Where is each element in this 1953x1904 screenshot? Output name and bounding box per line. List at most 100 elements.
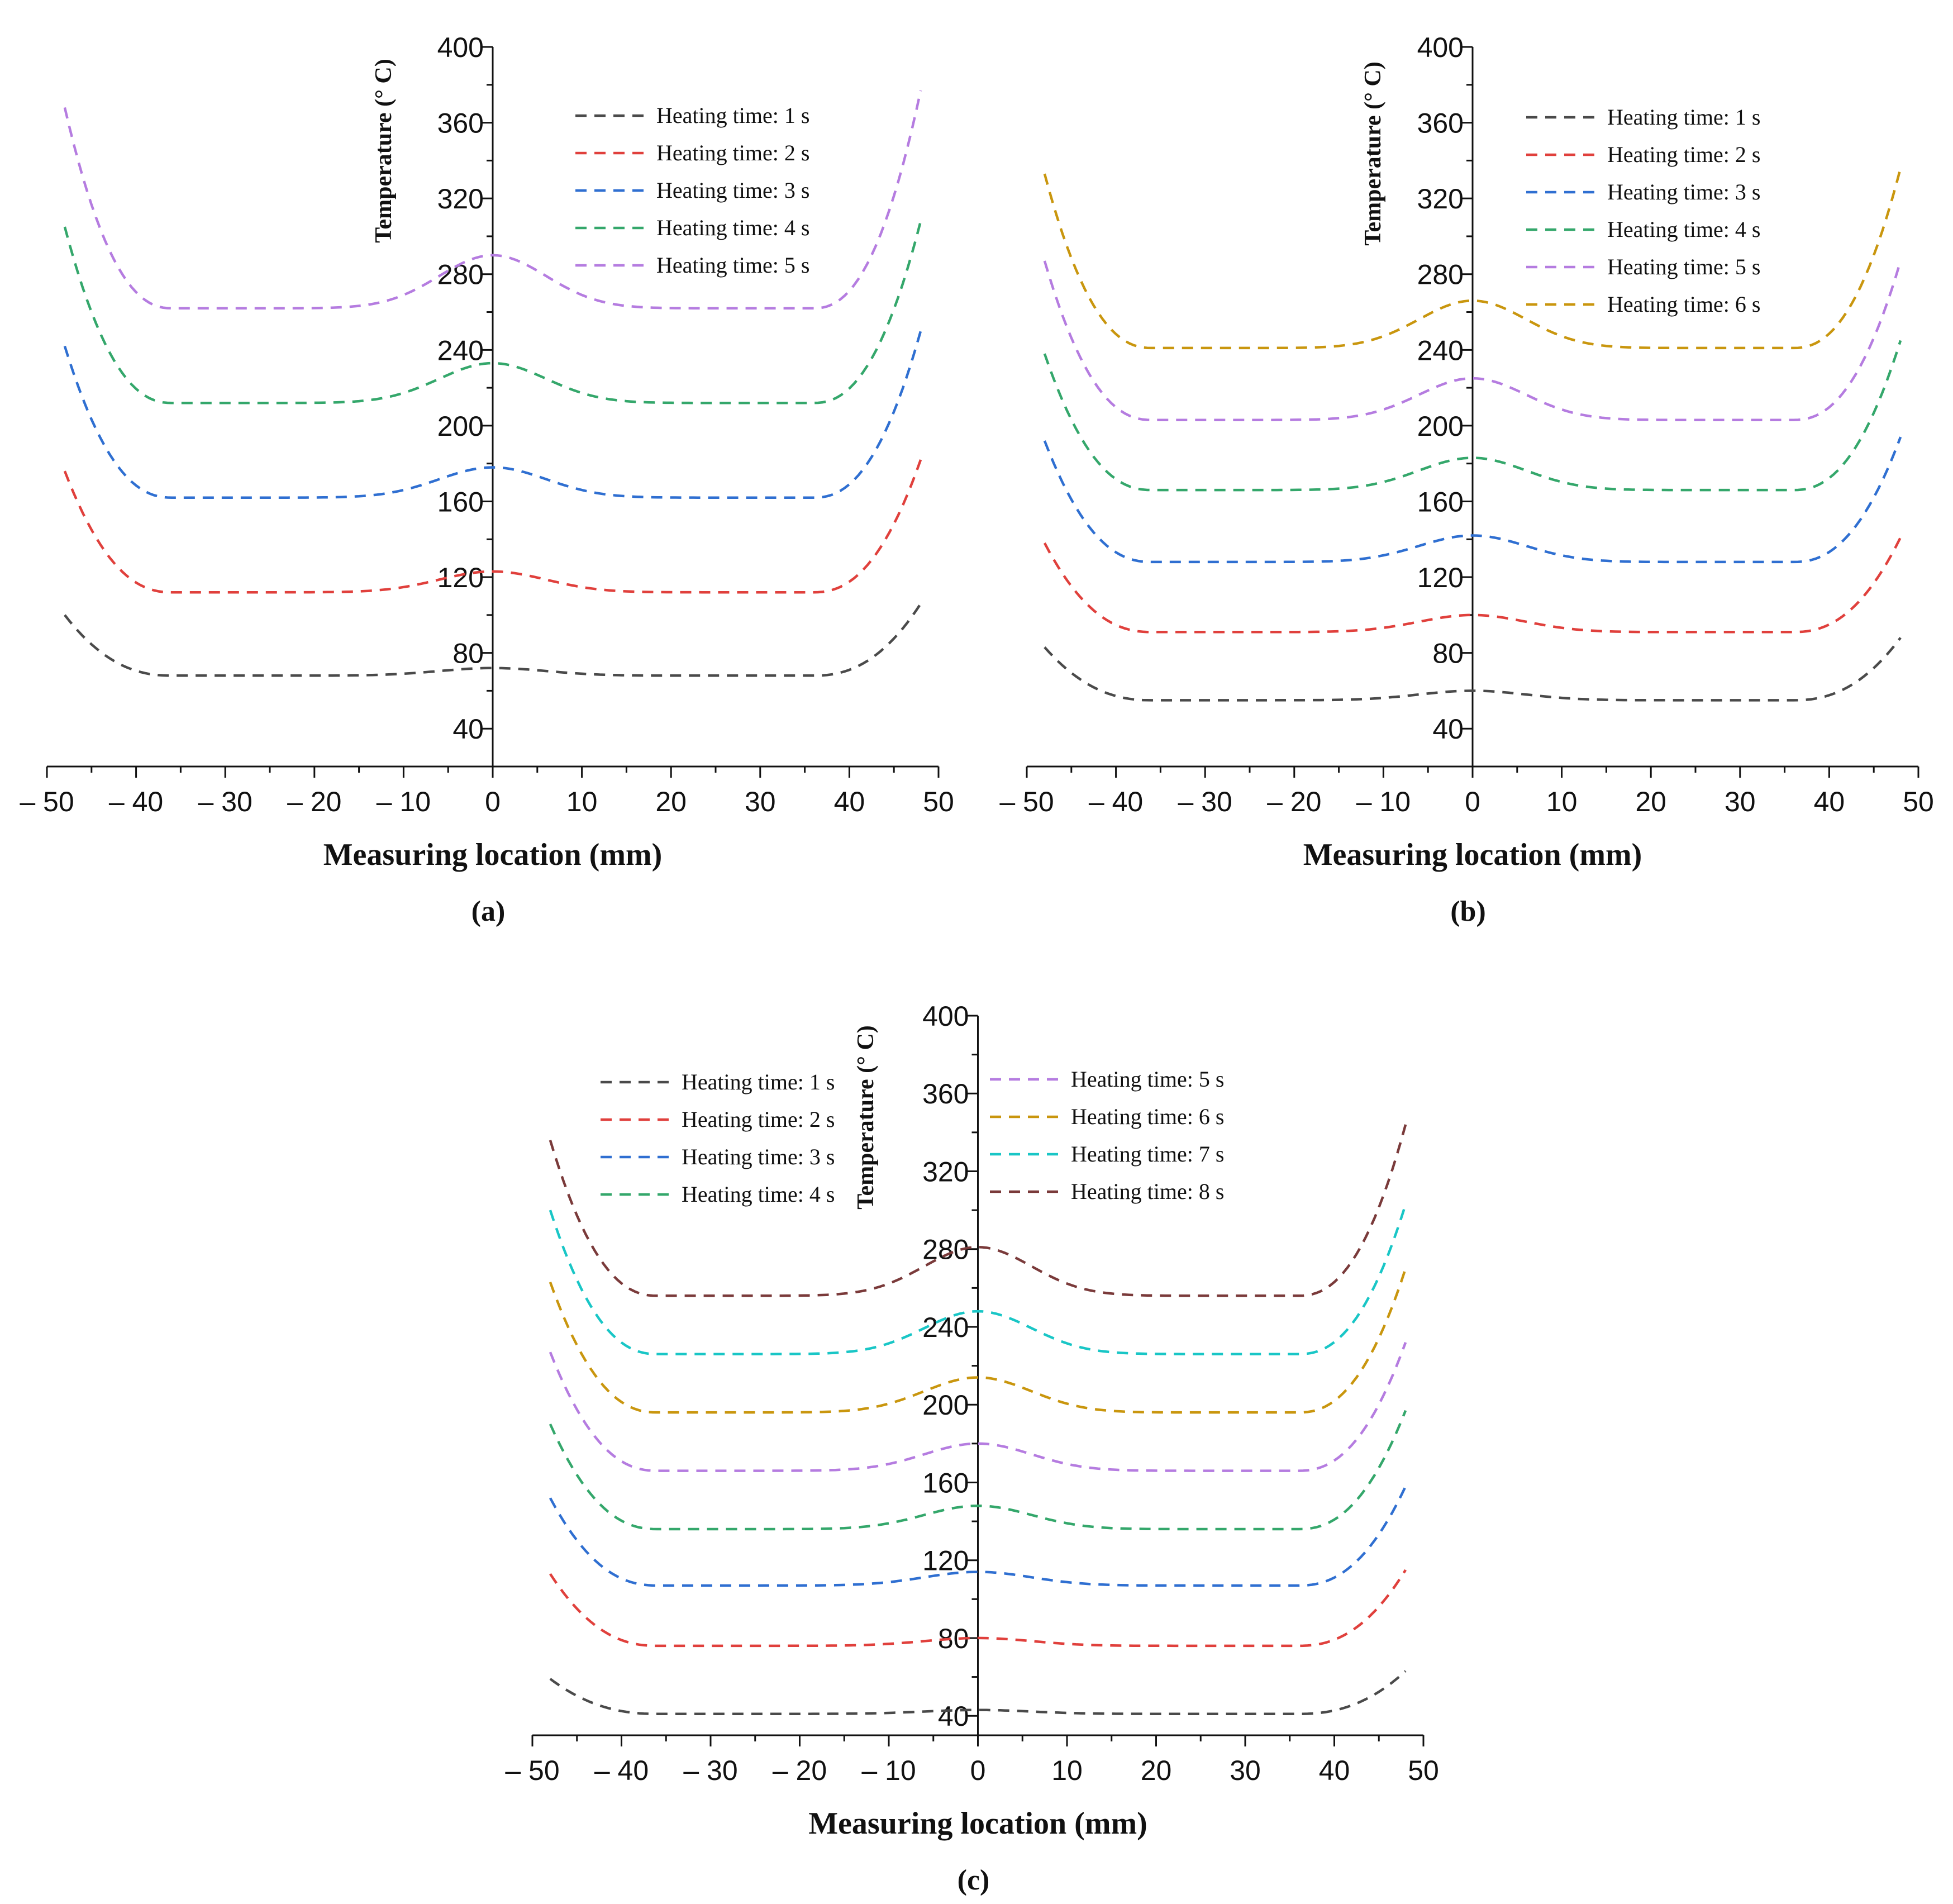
x-tick-label: – 50 — [20, 786, 74, 817]
series-line-4 — [63, 221, 922, 404]
y-tick-label: 360 — [437, 108, 484, 139]
y-tick-label: 240 — [1417, 335, 1464, 366]
y-tick-label: 40 — [938, 1701, 969, 1732]
x-tick-label: – 10 — [1356, 786, 1411, 817]
x-tick-label: – 20 — [773, 1755, 827, 1786]
series-line-3 — [549, 1486, 1407, 1587]
series-line-3 — [1043, 436, 1902, 564]
legend-entry: Heating time: 2 s — [656, 140, 809, 165]
y-tick-label: 80 — [452, 638, 484, 669]
x-tick-label: – 30 — [198, 786, 253, 817]
legend-entry: Heating time: 5 s — [1071, 1067, 1224, 1092]
y-tick-label: 240 — [922, 1312, 969, 1343]
legend-entry: Heating time: 7 s — [1071, 1141, 1224, 1167]
x-tick-label: 30 — [1725, 786, 1756, 817]
legend-entry: Heating time: 6 s — [1071, 1104, 1224, 1129]
x-tick-label: 10 — [566, 786, 598, 817]
x-tick-label: – 20 — [287, 786, 341, 817]
x-tick-label: – 50 — [505, 1755, 559, 1786]
x-tick-label: 0 — [485, 786, 501, 817]
y-tick-label: 280 — [1417, 259, 1464, 291]
series-line-2 — [549, 1569, 1407, 1648]
y-tick-label: 120 — [1417, 562, 1464, 593]
y-tick-label: 200 — [922, 1389, 969, 1421]
x-tick-label: 40 — [1814, 786, 1845, 817]
chart-panel-1: – 50– 40– 30– 20– 10 0 10 20 30 40 50408012016… — [20, 32, 954, 927]
y-tick-label: 400 — [922, 1001, 969, 1032]
series-line-5 — [1043, 260, 1902, 421]
y-tick-label: 200 — [1417, 411, 1464, 442]
x-tick-label: 10 — [1546, 786, 1578, 817]
y-tick-label: 360 — [922, 1078, 969, 1110]
legend-entry: Heating time: 8 s — [1071, 1179, 1224, 1204]
y-tick-label: 40 — [1432, 713, 1464, 745]
legend-entry: Heating time: 4 s — [656, 215, 809, 240]
x-tick-label: 50 — [923, 786, 954, 817]
y-axis-title: Temperature (° C) — [371, 59, 397, 242]
x-axis-title: Measuring location (mm) — [1303, 837, 1642, 872]
y-tick-label: 320 — [922, 1156, 969, 1187]
x-tick-label: – 50 — [999, 786, 1054, 817]
series-line-5 — [63, 90, 922, 310]
series-line-4 — [1043, 340, 1902, 492]
legend-entry: Heating time: 5 s — [1607, 254, 1760, 279]
x-tick-label: – 20 — [1267, 786, 1321, 817]
panel-label: (c) — [958, 1864, 990, 1896]
x-tick-label: 40 — [1319, 1755, 1350, 1786]
series-line-6 — [549, 1268, 1407, 1414]
y-tick-label: 320 — [437, 183, 484, 215]
series-line-2 — [63, 459, 922, 594]
panel-label: (b) — [1450, 896, 1486, 927]
legend-entry: Heating time: 4 s — [1607, 217, 1760, 242]
x-tick-label: 20 — [1635, 786, 1666, 817]
x-tick-label: – 40 — [594, 1755, 649, 1786]
x-tick-label: – 10 — [377, 786, 431, 817]
legend-entry: Heating time: 1 s — [656, 103, 809, 128]
y-tick-label: 120 — [922, 1545, 969, 1577]
x-axis-title: Measuring location (mm) — [808, 1806, 1147, 1841]
series-line-4 — [549, 1410, 1407, 1531]
y-tick-label: 360 — [1417, 108, 1464, 139]
x-tick-label: – 10 — [861, 1755, 916, 1786]
legend-entry: Heating time: 5 s — [656, 253, 809, 278]
x-tick-label: 30 — [745, 786, 776, 817]
y-tick-label: 160 — [437, 486, 484, 517]
y-tick-label: 320 — [1417, 183, 1464, 215]
x-tick-label: – 30 — [683, 1755, 737, 1786]
legend-entry: Heating time: 3 s — [1607, 179, 1760, 204]
legend-entry: Heating time: 1 s — [682, 1069, 835, 1094]
x-tick-label: 40 — [834, 786, 865, 817]
series-line-1 — [1044, 637, 1902, 702]
legend-entry: Heating time: 4 s — [682, 1182, 835, 1207]
chart-panel-2: – 50 – 40 – 30 – 20 – 10 0 10 20 30 40 50 40 80 120 16… — [999, 32, 1933, 927]
x-tick-label: 50 — [1903, 786, 1934, 817]
y-axis-title: Temperature (° C) — [1360, 61, 1386, 245]
y-tick-label: 400 — [437, 32, 484, 63]
x-tick-label: 20 — [655, 786, 687, 817]
y-axis-title: Temperature (° C) — [853, 1025, 879, 1209]
x-tick-label: 20 — [1141, 1755, 1172, 1786]
y-tick-label: 200 — [437, 411, 484, 442]
x-tick-label: – 30 — [1178, 786, 1232, 817]
y-tick-label: 80 — [1432, 638, 1464, 669]
series-line-5 — [549, 1342, 1407, 1472]
legend-entry: Heating time: 2 s — [682, 1107, 835, 1132]
x-tick-label: – 40 — [1089, 786, 1143, 817]
x-tick-label: 10 — [1051, 1755, 1083, 1786]
x-tick-label: 0 — [970, 1755, 986, 1786]
y-tick-label: 40 — [452, 713, 484, 745]
legend-entry: Heating time: 3 s — [682, 1144, 835, 1169]
x-tick-label: 0 — [1465, 786, 1480, 817]
x-axis-title: Measuring location (mm) — [323, 837, 663, 872]
panel-label: (a) — [471, 896, 506, 927]
series-line-6 — [1043, 168, 1902, 350]
y-tick-label: 240 — [437, 335, 484, 366]
y-tick-label: 160 — [922, 1467, 969, 1498]
legend-entry: Heating time: 3 s — [656, 178, 809, 203]
legend-entry: Heating time: 1 s — [1607, 104, 1760, 130]
legend-entry: Heating time: 6 s — [1607, 292, 1760, 317]
series-line-3 — [63, 330, 922, 499]
chart-panel-3: – 50– 40– 30– 20– 10 0 10 20 30 40 50408012016… — [505, 1001, 1438, 1896]
y-tick-label: 400 — [1417, 32, 1464, 63]
